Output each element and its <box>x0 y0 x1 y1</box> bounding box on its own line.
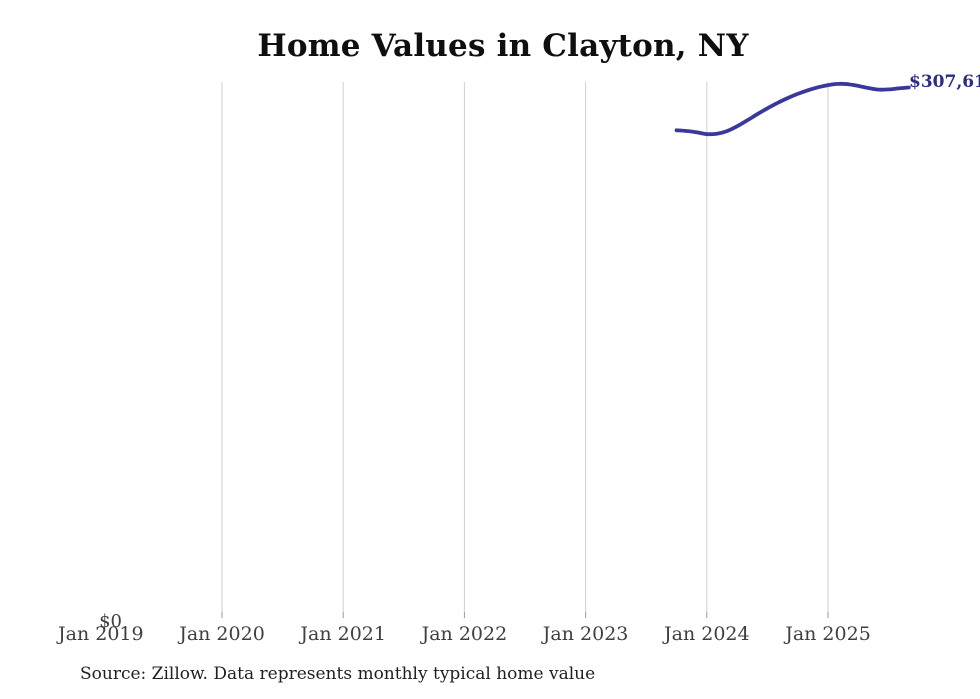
x-tick-label: Jan 2025 <box>785 623 871 645</box>
x-tick-label: Jan 2024 <box>664 623 750 645</box>
home-value-line <box>674 81 911 137</box>
source-note: Source: Zillow. Data represents monthly … <box>80 664 596 684</box>
x-tick-label: Jan 2023 <box>542 623 629 645</box>
latest-value-label: $307,613 <box>909 72 980 92</box>
x-tick-label: Jan 2021 <box>300 623 386 645</box>
x-tick-label: Jan 2022 <box>421 623 508 645</box>
chart-title: Home Values in Clayton, NY <box>257 28 749 64</box>
x-tick-label: Jan 2020 <box>179 623 265 645</box>
x-tick-label: Jan 2019 <box>58 623 144 645</box>
y-axis-zero-label: $0 <box>99 611 122 632</box>
